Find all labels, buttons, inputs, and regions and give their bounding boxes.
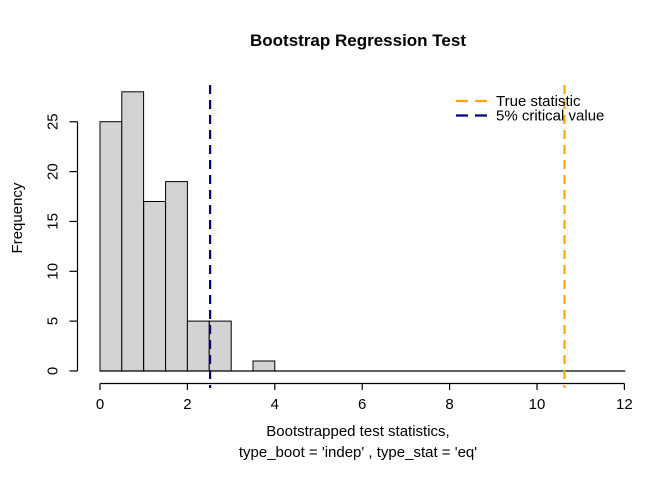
x-axis-tick-label: 4 (271, 396, 279, 413)
histogram-bar (143, 201, 167, 372)
chart-title: Bootstrap Regression Test (250, 31, 466, 50)
y-axis-tick-label: 20 (44, 163, 61, 180)
y-axis-label: Frequency (9, 182, 26, 253)
legend-label-true-statistic: True statistic (496, 93, 581, 110)
x-axis-tick-label: 0 (96, 396, 104, 413)
x-axis-tick-label: 10 (529, 396, 546, 413)
histogram-bar (165, 181, 188, 372)
x-axis-tick-label: 8 (445, 396, 453, 413)
x-axis-tick-label: 2 (183, 396, 191, 413)
y-axis-tick-label: 10 (44, 263, 61, 280)
x-axis-tick-label: 12 (616, 396, 633, 413)
y-axis-tick-label: 25 (44, 113, 61, 130)
histogram-bar (252, 360, 276, 372)
y-axis-tick-label: 0 (44, 367, 61, 375)
x-axis-label-line1: Bootstrapped test statistics, (266, 423, 449, 440)
histogram-bar (121, 91, 145, 372)
histogram-bar (208, 320, 232, 372)
y-axis-tick-label: 15 (44, 213, 61, 230)
histogram-bar (186, 320, 210, 372)
x-axis-tick-label: 6 (358, 396, 366, 413)
legend-label-critical-value: 5% critical value (496, 108, 604, 125)
x-axis-label-line2: type_boot = 'indep' , type_stat = 'eq' (239, 444, 477, 461)
histogram-bar (99, 121, 123, 372)
y-axis-tick-label: 5 (44, 317, 61, 325)
